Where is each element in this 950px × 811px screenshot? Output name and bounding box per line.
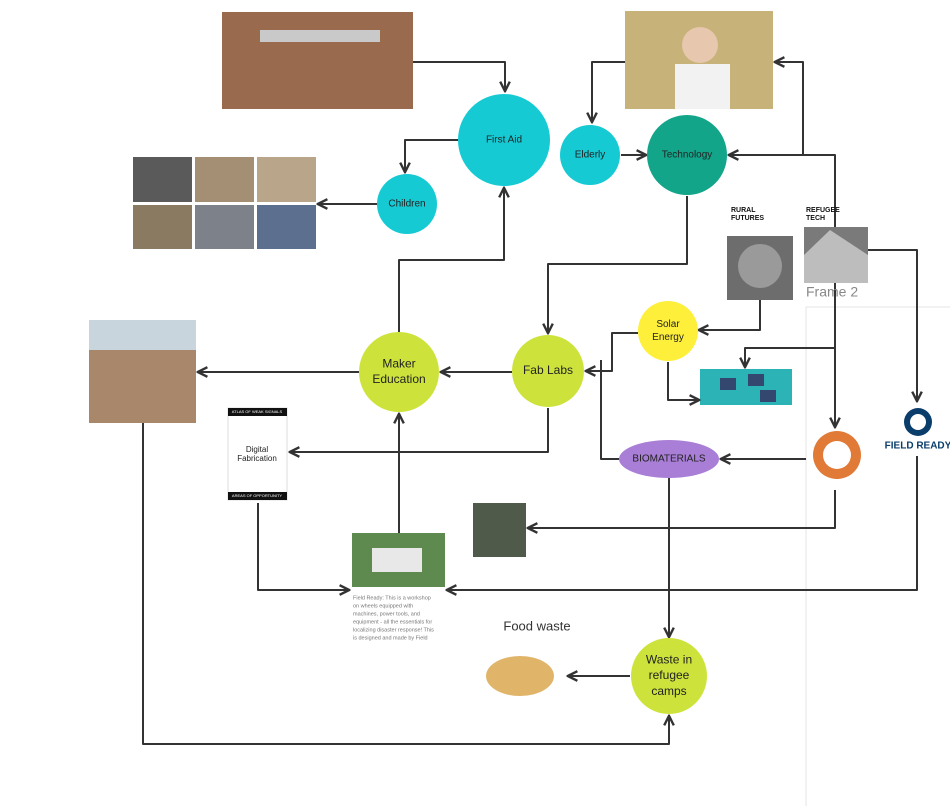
arrow	[398, 189, 504, 332]
arrow	[529, 490, 836, 528]
rural-futures-label: RURAL FUTURES	[731, 207, 764, 222]
card-bottom	[228, 492, 287, 500]
node-shape	[560, 125, 620, 185]
arrow	[448, 456, 918, 590]
frame-label: Frame 2	[806, 284, 858, 300]
line	[600, 360, 619, 460]
atlas-label: ATLAS OF WEAK SIGNALS	[232, 409, 283, 414]
card-top	[228, 408, 287, 416]
node-label: Elderly	[575, 150, 606, 161]
caption-line: localizing disaster response! This	[353, 627, 434, 633]
node-shape	[512, 335, 584, 407]
logo-center	[823, 441, 851, 469]
children-grid	[133, 157, 316, 249]
node-shape	[619, 440, 719, 478]
arrow	[868, 249, 917, 400]
potato-peel	[486, 656, 554, 696]
nodes: First Aid Elderly Technology Children Maker E…	[359, 94, 727, 714]
solar-panels-photo	[700, 369, 792, 405]
node-shape	[631, 638, 707, 714]
refugee-tech-label: REFUGEE TECH	[806, 207, 840, 222]
node-label: Fab Labs	[523, 363, 573, 377]
node-label: Education	[372, 372, 425, 386]
arrow	[405, 139, 458, 171]
node-label: Maker	[382, 356, 415, 370]
node-label: camps	[651, 684, 686, 698]
arrow	[700, 300, 761, 330]
node-shape	[638, 301, 698, 361]
arrow	[291, 408, 549, 452]
stone	[738, 244, 782, 288]
caption-line: on wheels equipped with	[353, 603, 413, 609]
caption-line: machines, power tools, and	[353, 611, 420, 617]
pipe	[260, 30, 380, 42]
caption-line: is designed and made by Field	[353, 635, 428, 641]
arrow	[776, 62, 804, 155]
node-label: Children	[388, 199, 425, 210]
face	[682, 27, 718, 63]
workshop-photo	[222, 12, 413, 109]
node-label: Solar	[656, 319, 680, 330]
arrow	[667, 362, 698, 400]
sky	[89, 320, 196, 350]
arrow	[142, 423, 669, 745]
roof	[804, 230, 868, 283]
arrow	[587, 332, 638, 371]
node-label: Technology	[662, 150, 713, 161]
caption-line: equipment - all the essentials for	[353, 619, 432, 625]
node-label: Waste in	[646, 653, 692, 667]
arrow	[548, 196, 688, 332]
arrow	[257, 503, 348, 590]
node-label: First Aid	[486, 135, 522, 146]
logo-inner	[910, 414, 926, 430]
node-label: refugee	[649, 668, 690, 682]
node-shape	[458, 94, 550, 186]
field-ready-label: FIELD READY	[885, 441, 950, 452]
node-shape	[647, 115, 727, 195]
images	[89, 11, 932, 696]
frame-border	[805, 306, 950, 806]
arrow	[592, 61, 625, 121]
caption-line: Field Ready: This is a workshop	[353, 595, 431, 601]
trailer	[372, 548, 422, 572]
arrow	[730, 155, 836, 227]
shirt	[675, 64, 730, 109]
makers-photo	[473, 503, 526, 557]
node-label: BIOMATERIALS	[632, 454, 705, 465]
arrow	[745, 283, 836, 366]
food-waste-label: Food waste	[503, 618, 570, 633]
node-shape	[377, 174, 437, 234]
node-label: Energy	[652, 332, 684, 343]
digital-fab-card	[227, 407, 288, 501]
caption: Field Ready: This is a workshop on wheels…	[353, 595, 434, 641]
digital-fab-label: Digital Fabrication	[237, 445, 277, 463]
arrow	[413, 61, 505, 90]
areas-label: AREAS OF OPPORTUNITY	[232, 493, 282, 498]
connectors	[142, 61, 918, 745]
node-shape	[359, 332, 439, 412]
